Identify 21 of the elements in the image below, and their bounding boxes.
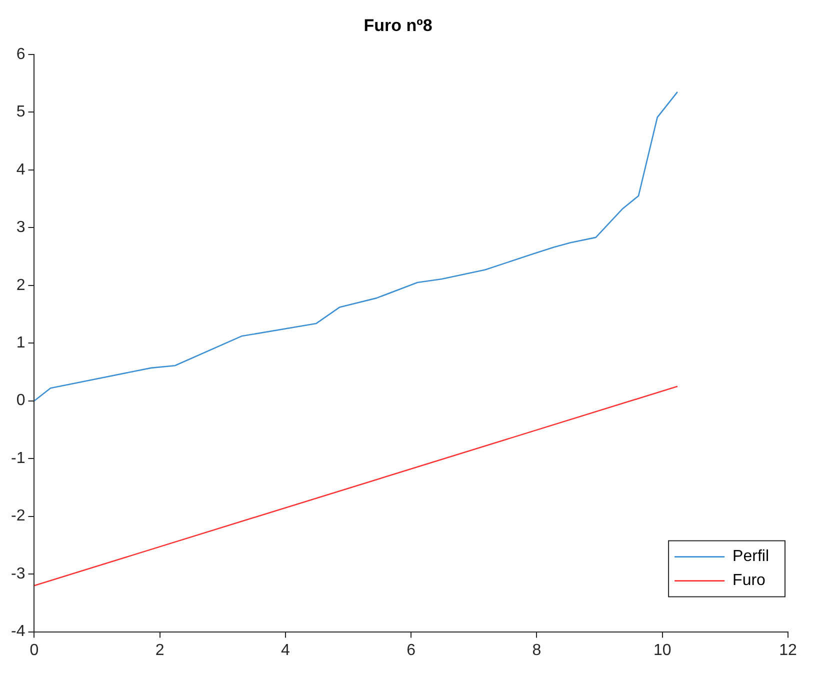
x-tick-label: 0 [30, 642, 39, 659]
y-tick-label: 0 [16, 392, 26, 410]
y-tick-label: 6 [16, 46, 26, 63]
x-tick-label: 4 [281, 642, 290, 659]
x-tick-label: 8 [532, 642, 542, 659]
y-tick-label: -1 [10, 450, 26, 467]
legend-label: Perfil [732, 548, 769, 566]
chart-title: Furo nº8 [364, 16, 432, 35]
x-tick-label: 12 [779, 642, 797, 659]
x-tick-label: 6 [406, 642, 416, 659]
y-tick-label: -4 [10, 623, 26, 640]
y-tick-label: 4 [16, 161, 26, 178]
x-tick-label: 10 [653, 642, 672, 659]
y-tick-label: -2 [10, 508, 26, 525]
x-tick-label: 2 [155, 642, 164, 659]
y-tick-label: 5 [16, 104, 26, 121]
y-tick-label: 3 [16, 219, 26, 236]
legend-label: Furo [732, 572, 766, 590]
y-tick-label: -3 [10, 565, 26, 582]
y-tick-label: 2 [16, 276, 26, 294]
y-tick-label: 1 [16, 334, 26, 352]
